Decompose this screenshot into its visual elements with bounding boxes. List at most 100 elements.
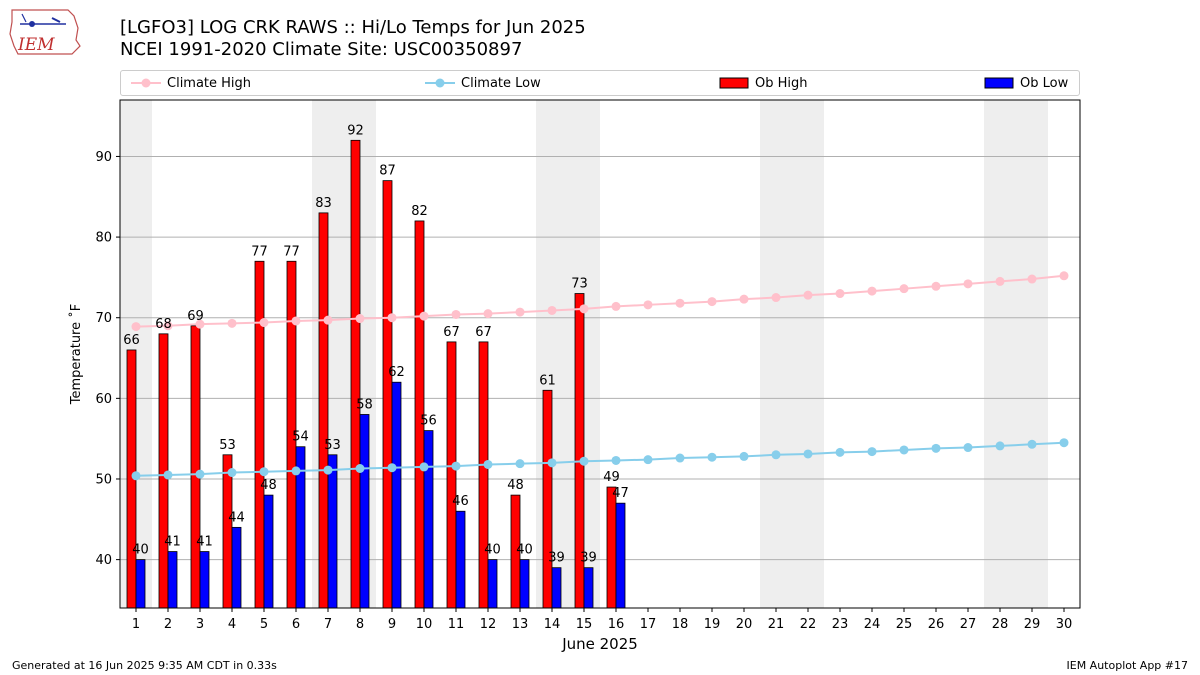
label-ob-low-day-16: 47 [612,486,629,501]
x-tick-label-18: 18 [672,617,689,632]
point-climate-high-day-1 [131,322,141,332]
x-tick-label-4: 4 [228,617,236,632]
bar-ob-low-day-10 [423,430,434,609]
point-climate-high-day-7 [323,315,333,325]
y-tick-label-50: 50 [95,472,112,487]
label-ob-low-day-10: 56 [420,414,437,429]
label-ob-low-day-2: 41 [164,535,181,550]
svg-text:IEM: IEM [17,35,55,55]
x-tick-label-10: 10 [416,617,433,632]
bar-ob-low-day-4 [231,526,242,609]
x-tick-label-3: 3 [196,617,204,632]
bar-ob-low-day-14 [551,567,562,609]
point-climate-high-day-6 [291,316,301,326]
plot-frame [119,99,1081,609]
x-tick-label-7: 7 [324,617,332,632]
footer-generated-note: Generated at 16 Jun 2025 9:35 AM CDT in … [12,659,277,672]
y-tick-label-70: 70 [95,311,112,326]
point-climate-low-day-9 [387,463,397,473]
x-axis-label: June 2025 [561,635,638,653]
bar-ob-low-day-1 [135,559,146,609]
point-climate-low-day-3 [195,469,205,479]
bar-ob-low-day-15 [583,567,594,609]
bar-ob-high-day-7 [318,212,329,609]
bar-ob-low-day-2 [167,551,178,609]
label-ob-low-day-3: 41 [196,535,213,550]
point-climate-high-day-5 [259,318,269,328]
x-tick-label-20: 20 [736,617,753,632]
point-climate-low-day-6 [291,466,301,476]
x-tick-label-14: 14 [544,617,561,632]
label-ob-high-day-8: 92 [347,123,364,138]
legend-marker-ob-high [719,77,749,89]
bar-ob-high-day-3 [190,325,201,609]
label-ob-low-day-4: 44 [228,510,245,525]
point-climate-high-day-11 [451,309,461,319]
weekend-shade-day-29 [1016,100,1048,608]
line-climate-high [135,274,1065,328]
point-climate-high-day-20 [739,294,749,304]
label-ob-high-day-2: 68 [155,317,172,332]
x-tick-label-29: 29 [1024,617,1041,632]
point-climate-high-day-13 [515,307,525,317]
legend-label-ob-low: Ob Low [1020,75,1069,91]
y-tick-label-40: 40 [95,553,112,568]
point-climate-high-day-3 [195,319,205,329]
point-climate-high-day-12 [483,309,493,319]
point-climate-low-day-2 [163,470,173,480]
x-tick-label-25: 25 [896,617,913,632]
x-tick-label-5: 5 [260,617,268,632]
bar-ob-high-day-12 [478,341,489,609]
x-tick-label-13: 13 [512,617,529,632]
y-tick-label-90: 90 [95,150,112,165]
point-climate-low-day-12 [483,459,493,469]
point-climate-high-day-8 [355,314,365,324]
point-climate-low-day-29 [1027,439,1037,449]
x-tick-label-22: 22 [800,617,817,632]
label-ob-low-day-9: 62 [388,365,405,380]
label-ob-high-day-3: 69 [187,309,204,324]
bar-ob-low-day-11 [455,510,466,609]
x-tick-label-30: 30 [1056,617,1073,632]
chart-subtitle: NCEI 1991-2020 Climate Site: USC00350897 [120,39,523,60]
legend-item-ob-low: Ob Low [984,71,1068,95]
legend-label-climate-low: Climate Low [461,75,541,91]
point-climate-high-day-17 [643,300,653,310]
bar-ob-low-day-16 [615,502,626,609]
legend-item-climate-high: Climate High [131,71,251,95]
point-climate-low-day-16 [611,455,621,465]
bar-ob-high-day-4 [222,454,233,609]
point-climate-low-day-26 [931,443,941,453]
chart-title: [LGFO3] LOG CRK RAWS :: Hi/Lo Temps for … [120,17,586,38]
weekend-shade-day-28 [984,100,1016,608]
legend-label-ob-high: Ob High [755,75,808,91]
point-climate-high-day-10 [419,311,429,321]
point-climate-high-day-25 [899,284,909,294]
label-ob-high-day-14: 61 [539,373,556,388]
point-climate-high-day-4 [227,318,237,328]
x-tick-label-26: 26 [928,617,945,632]
x-tick-label-19: 19 [704,617,721,632]
point-climate-low-day-5 [259,467,269,477]
point-climate-high-day-23 [835,289,845,299]
point-climate-high-day-2 [163,321,173,331]
x-tick-label-27: 27 [960,617,977,632]
weekend-shade-day-21 [760,100,792,608]
point-climate-high-day-29 [1027,274,1037,284]
label-ob-low-day-6: 54 [292,430,309,445]
point-climate-low-day-28 [995,441,1005,451]
point-climate-low-day-4 [227,468,237,478]
legend-item-ob-high: Ob High [719,71,808,95]
x-tick-label-12: 12 [480,617,497,632]
bar-ob-low-day-8 [359,414,370,609]
point-climate-high-day-19 [707,297,717,307]
point-climate-low-day-15 [579,456,589,466]
point-climate-low-day-11 [451,461,461,471]
bar-ob-high-day-16 [606,486,617,609]
weekend-shade-day-22 [792,100,824,608]
point-climate-low-day-1 [131,471,141,481]
point-climate-high-day-9 [387,313,397,323]
point-climate-high-day-21 [771,293,781,303]
point-climate-high-day-28 [995,276,1005,286]
